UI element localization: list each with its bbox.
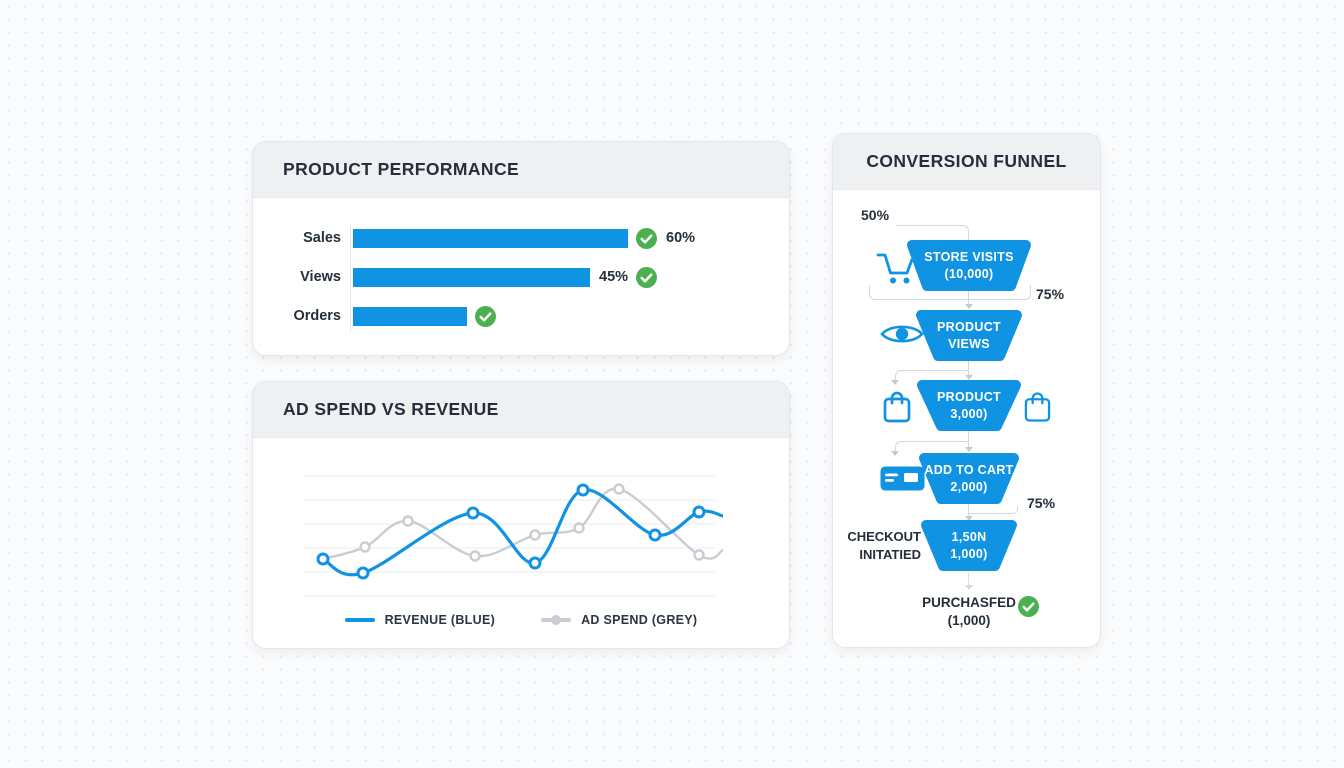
stage-add-to-cart-value: 2,000) bbox=[950, 479, 988, 494]
connector-s1-s2 bbox=[968, 291, 969, 305]
checkout-initiated-label: CHECKOUT INITATIED bbox=[847, 529, 921, 562]
check-icon bbox=[636, 266, 658, 288]
stage-product-views-label: PRODUCT bbox=[937, 320, 1001, 334]
arrow-down-icon bbox=[964, 585, 973, 590]
connector-s3-s4 bbox=[968, 431, 969, 448]
connector-s4-right bbox=[969, 506, 1018, 514]
bar-row-sales: Sales 60% bbox=[253, 227, 789, 249]
legend-label-revenue: REVENUE (BLUE) bbox=[384, 613, 496, 627]
connector-top bbox=[896, 225, 969, 241]
shopping-bag-icon bbox=[1024, 389, 1051, 429]
line-chart-area: REVENUE (BLUE) AD SPEND (GREY) bbox=[253, 438, 789, 648]
conversion-funnel-card: CONVERSION FUNNEL 50% STORE VISITS (10,0… bbox=[832, 133, 1101, 648]
funnel-stage-product-views: PRODUCT VIEWS bbox=[894, 310, 1044, 361]
credit-card-icon bbox=[879, 465, 926, 497]
revenue-line-swatch-icon bbox=[344, 618, 375, 622]
product-performance-title: PRODUCT PERFORMANCE bbox=[283, 159, 520, 179]
bar-axis-line bbox=[350, 226, 351, 332]
bar-label-sales: Sales bbox=[303, 230, 341, 246]
legend-item-revenue: REVENUE (BLUE) bbox=[344, 613, 496, 627]
eye-icon bbox=[879, 320, 925, 353]
ad-spend-title: AD SPEND VS REVENUE bbox=[283, 399, 499, 419]
shopping-bag-icon bbox=[883, 390, 911, 428]
connector-s2-s3 bbox=[968, 361, 969, 376]
legend-item-adspend: AD SPEND (GREY) bbox=[541, 613, 697, 627]
purchased-label: PURCHASFED (1,000) bbox=[922, 595, 1016, 628]
funnel-title: CONVERSION FUNNEL bbox=[866, 151, 1067, 171]
arrow-down-icon bbox=[964, 516, 973, 521]
bar-label-views: Views bbox=[300, 269, 341, 285]
funnel-diagram: 50% STORE VISITS (10,000) 75% PRODUCT bbox=[833, 190, 1100, 647]
funnel-stage-add-to-cart: ADD TO CART 2,000) bbox=[894, 453, 1044, 504]
chart-legend: REVENUE (BLUE) AD SPEND (GREY) bbox=[253, 613, 789, 627]
arrow-down-icon bbox=[891, 451, 899, 456]
bar-row-orders: Orders bbox=[253, 305, 789, 327]
stage-add-to-cart-label: ADD TO CART bbox=[924, 463, 1014, 477]
ad-spend-revenue-card: AD SPEND VS REVENUE REVENUE (BLUE) AD SP… bbox=[252, 381, 790, 649]
stage-product-views-value: VIEWS bbox=[948, 336, 990, 351]
connector-s4-s5 bbox=[968, 504, 969, 517]
connector-s3-left bbox=[895, 441, 968, 451]
bar-value-sales: 60% bbox=[666, 230, 696, 246]
legend-label-adspend: AD SPEND (GREY) bbox=[581, 613, 698, 627]
adspend-line-swatch-icon bbox=[541, 615, 572, 625]
funnel-label-75pct-2: 75% bbox=[1027, 495, 1056, 511]
funnel-label-50pct: 50% bbox=[861, 207, 890, 223]
funnel-stage-store-visits: STORE VISITS (10,000) bbox=[894, 240, 1044, 291]
stage-store-visits-label: STORE VISITS bbox=[924, 250, 1014, 264]
stage-product-label: PRODUCT bbox=[937, 390, 1001, 404]
ad-spend-header: AD SPEND VS REVENUE bbox=[253, 382, 789, 438]
funnel-stage-checkout: 1,50N 1,000) bbox=[894, 520, 1044, 571]
funnel-header: CONVERSION FUNNEL bbox=[833, 134, 1100, 190]
arrow-down-icon bbox=[964, 304, 973, 309]
arrow-down-icon bbox=[891, 380, 899, 385]
product-performance-header: PRODUCT PERFORMANCE bbox=[253, 142, 789, 198]
connector-s2-left bbox=[895, 370, 968, 380]
connector-s5-final bbox=[968, 573, 969, 586]
bar-chart: Sales 60% Views 45% Orders bbox=[253, 198, 789, 332]
bar-label-orders: Orders bbox=[293, 308, 341, 324]
cart-icon bbox=[876, 247, 916, 296]
bar-views bbox=[353, 267, 590, 287]
stage-checkout-value: 1,000) bbox=[950, 546, 988, 561]
stage-store-visits-value: (10,000) bbox=[944, 266, 994, 281]
arrow-down-icon bbox=[964, 447, 973, 452]
bar-row-views: Views 45% bbox=[253, 266, 789, 288]
bar-orders bbox=[353, 306, 467, 326]
check-icon bbox=[475, 305, 496, 327]
connector-stage1 bbox=[869, 285, 1031, 300]
stage-checkout-label: 1,50N bbox=[951, 530, 987, 544]
product-performance-card: PRODUCT PERFORMANCE Sales 60% Views 45% bbox=[252, 141, 790, 356]
check-icon bbox=[1018, 596, 1039, 622]
stage-product-value: 3,000) bbox=[950, 406, 988, 421]
bar-value-views: 45% bbox=[599, 269, 629, 285]
arrow-down-icon bbox=[964, 375, 973, 380]
bar-sales bbox=[353, 228, 628, 248]
check-icon bbox=[636, 227, 657, 249]
funnel-label-75pct-1: 75% bbox=[1036, 286, 1065, 302]
funnel-stage-product: PRODUCT 3,000) bbox=[894, 380, 1044, 431]
line-chart-svg bbox=[303, 475, 723, 597]
